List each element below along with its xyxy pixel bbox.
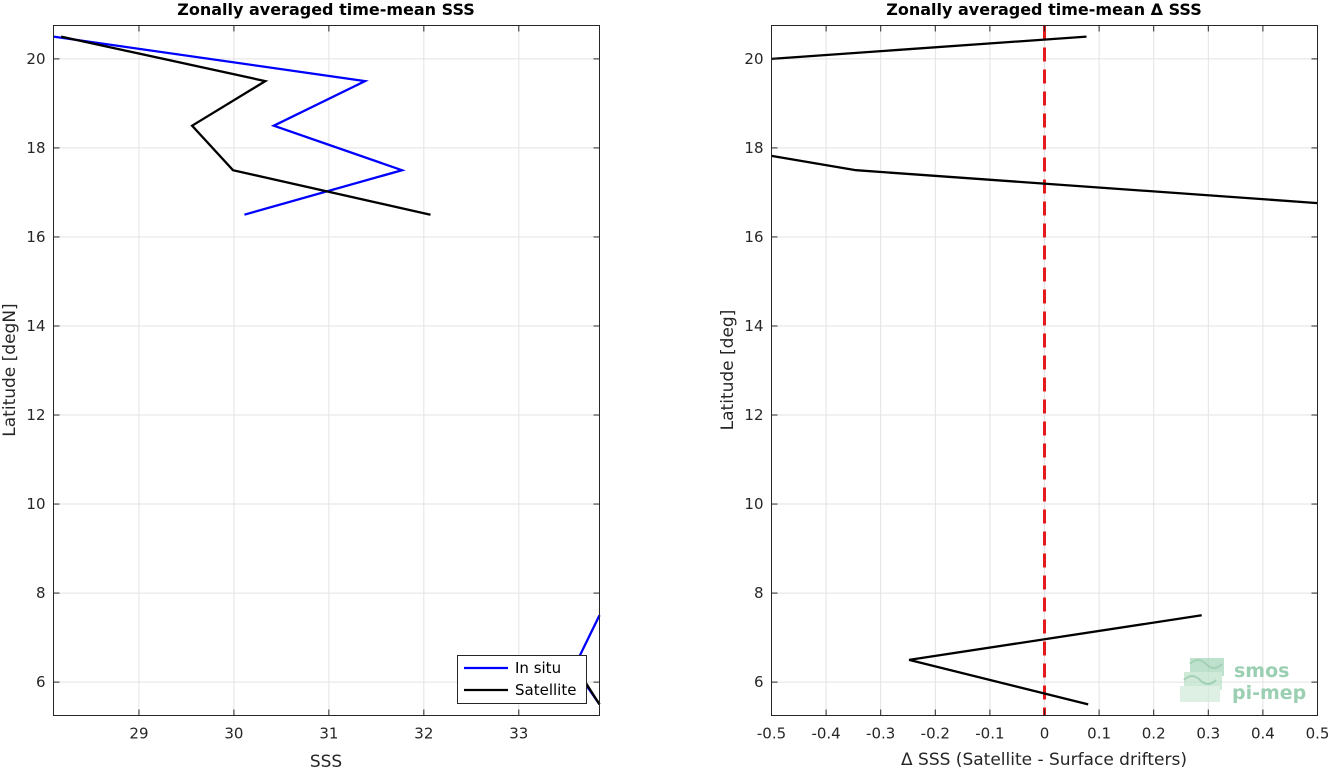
- logo-text-smos: smos: [1234, 660, 1289, 682]
- left-grid: [53, 25, 600, 716]
- left-y-tick-label: 18: [26, 139, 45, 157]
- right-series-line-delta-sss: [771, 154, 1318, 205]
- left-y-tick-label: 8: [36, 584, 46, 602]
- right-y-tick-label: 14: [744, 317, 763, 335]
- left-y-tick-label: 10: [26, 495, 45, 513]
- left-x-tick-label: 29: [129, 725, 148, 743]
- right-ticks: -0.5 -0.4 -0.3 -0.2 -0.1 0 0.1 0.2 0.3 0.4 0.5 6 8 10…: [744, 25, 1330, 743]
- left-ticks: 29 30 31 32 33 6 8 10 12 14 16 18 20: [26, 25, 600, 743]
- left-y-tick-label: 6: [36, 673, 46, 691]
- smos-pi-mep-logo: smos pi-mep: [1180, 658, 1306, 704]
- left-series-line-satellite: [60, 35, 431, 216]
- right-x-tick-label: -0.2: [921, 725, 950, 743]
- right-x-tick-label: 0.2: [1142, 725, 1166, 743]
- right-x-tick-label: 0.4: [1251, 725, 1275, 743]
- left-x-axis-label: SSS: [310, 752, 342, 769]
- right-y-tick-label: 8: [754, 584, 764, 602]
- right-y-tick-label: 6: [754, 673, 764, 691]
- left-y-tick-label: 12: [26, 406, 45, 424]
- left-y-tick-label: 16: [26, 228, 45, 246]
- left-series-line-in-situ: [53, 35, 406, 216]
- right-y-tick-label: 16: [744, 228, 763, 246]
- right-chart-title: Zonally averaged time-mean Δ SSS: [886, 0, 1202, 19]
- legend-label-satellite: Satellite: [515, 681, 576, 699]
- right-y-tick-label: 12: [744, 406, 763, 424]
- left-y-tick-label: 14: [26, 317, 45, 335]
- right-x-tick-label: 0: [1040, 725, 1050, 743]
- right-x-tick-label: -0.5: [757, 725, 786, 743]
- right-y-tick-label: 20: [744, 50, 763, 68]
- left-x-tick-label: 30: [224, 725, 243, 743]
- legend-box: [457, 655, 587, 704]
- right-x-tick-label: -0.1: [975, 725, 1004, 743]
- right-y-tick-label: 10: [744, 495, 763, 513]
- right-panel: Zonally averaged time-mean Δ SSS smos pi…: [718, 0, 1329, 769]
- right-series-line-delta-sss: [908, 614, 1202, 706]
- logo-text-pi-mep: pi-mep: [1232, 682, 1306, 704]
- legend-label-in-situ: In situ: [515, 659, 561, 677]
- left-axes-frame: [53, 25, 600, 716]
- left-x-tick-label: 33: [509, 725, 528, 743]
- right-x-axis-label: Δ SSS (Satellite - Surface drifters): [901, 750, 1187, 769]
- left-y-axis-label: Latitude [degN]: [0, 303, 20, 436]
- left-y-tick-label: 20: [26, 50, 45, 68]
- right-x-tick-label: -0.3: [866, 725, 895, 743]
- right-x-tick-label: -0.4: [811, 725, 840, 743]
- right-series: [771, 35, 1318, 706]
- left-series-line-satellite: [584, 681, 601, 706]
- right-x-tick-label: 0.3: [1196, 725, 1220, 743]
- left-series: [53, 35, 601, 706]
- left-x-tick-label: 32: [414, 725, 433, 743]
- right-y-tick-label: 18: [744, 139, 763, 157]
- legend: In situ Satellite: [457, 655, 587, 704]
- right-x-tick-label: 0.1: [1087, 725, 1111, 743]
- right-series-line-delta-sss: [771, 35, 1087, 61]
- left-panel: Zonally averaged time-mean SSS 29 30 31 32 3…: [0, 0, 601, 769]
- right-x-tick-label: 0.5: [1306, 725, 1330, 743]
- right-y-axis-label: Latitude [deg]: [718, 310, 738, 431]
- left-x-tick-label: 31: [319, 725, 338, 743]
- right-grid: [771, 25, 1318, 716]
- left-chart-title: Zonally averaged time-mean SSS: [177, 0, 475, 19]
